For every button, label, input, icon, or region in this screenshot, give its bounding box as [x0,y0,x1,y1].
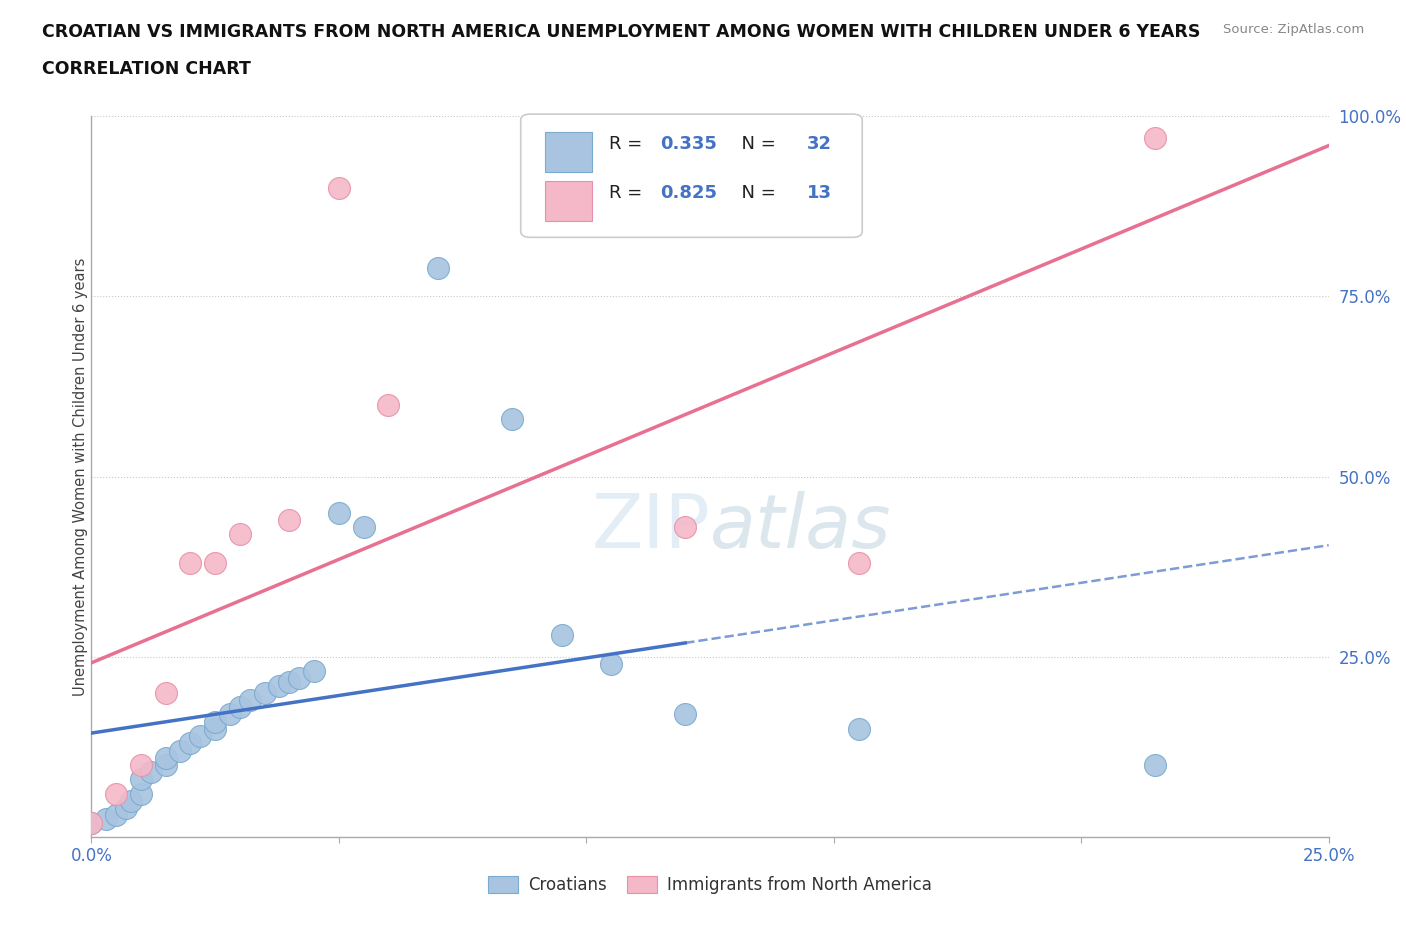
Point [600,657,623,671]
Point [848,722,870,737]
Text: CROATIAN VS IMMIGRANTS FROM NORTH AMERICA UNEMPLOYMENT AMONG WOMEN WITH CHILDREN: CROATIAN VS IMMIGRANTS FROM NORTH AMERIC… [42,23,1201,41]
Point [328,505,350,520]
Point [115,801,138,816]
Point [550,628,572,643]
Text: ZIP: ZIP [592,491,710,564]
Text: R =: R = [609,184,648,203]
Text: 32: 32 [807,136,831,153]
Point [673,520,696,535]
Point [848,556,870,571]
Point [501,412,523,427]
Point [179,556,201,571]
Point [377,397,399,412]
Point [129,772,152,787]
Point [204,556,226,571]
Text: N =: N = [730,136,782,153]
Text: atlas: atlas [710,491,891,563]
Point [673,707,696,722]
Point [253,685,276,700]
Point [155,685,177,700]
Point [278,512,301,527]
Point [288,671,311,686]
Point [96,812,118,827]
Point [155,757,177,772]
FancyBboxPatch shape [546,132,592,172]
Point [278,674,301,689]
Point [426,260,449,275]
Text: 13: 13 [807,184,831,203]
Y-axis label: Unemployment Among Women with Children Under 6 years: Unemployment Among Women with Children U… [73,258,87,696]
Point [269,678,291,693]
Text: 0.335: 0.335 [661,136,717,153]
Point [229,700,252,715]
Legend: Croatians, Immigrants from North America: Croatians, Immigrants from North America [481,870,939,901]
Point [129,787,152,802]
Point [120,793,142,808]
Point [219,707,242,722]
Point [155,751,177,765]
Point [80,815,103,830]
Text: 0.825: 0.825 [661,184,717,203]
Point [1144,757,1167,772]
Point [129,757,152,772]
Point [105,787,128,802]
Point [328,181,350,196]
Point [105,808,128,823]
FancyBboxPatch shape [520,114,862,237]
FancyBboxPatch shape [546,181,592,220]
Point [139,764,162,779]
Point [302,664,325,679]
Point [204,714,226,729]
Point [239,693,262,708]
Point [179,736,201,751]
Point [80,815,103,830]
Point [188,729,211,744]
Point [1144,130,1167,145]
Text: Source: ZipAtlas.com: Source: ZipAtlas.com [1223,23,1364,36]
Point [204,722,226,737]
Point [353,520,375,535]
Text: R =: R = [609,136,648,153]
Point [169,743,191,758]
Text: CORRELATION CHART: CORRELATION CHART [42,60,252,78]
Point [229,526,252,541]
Text: N =: N = [730,184,782,203]
